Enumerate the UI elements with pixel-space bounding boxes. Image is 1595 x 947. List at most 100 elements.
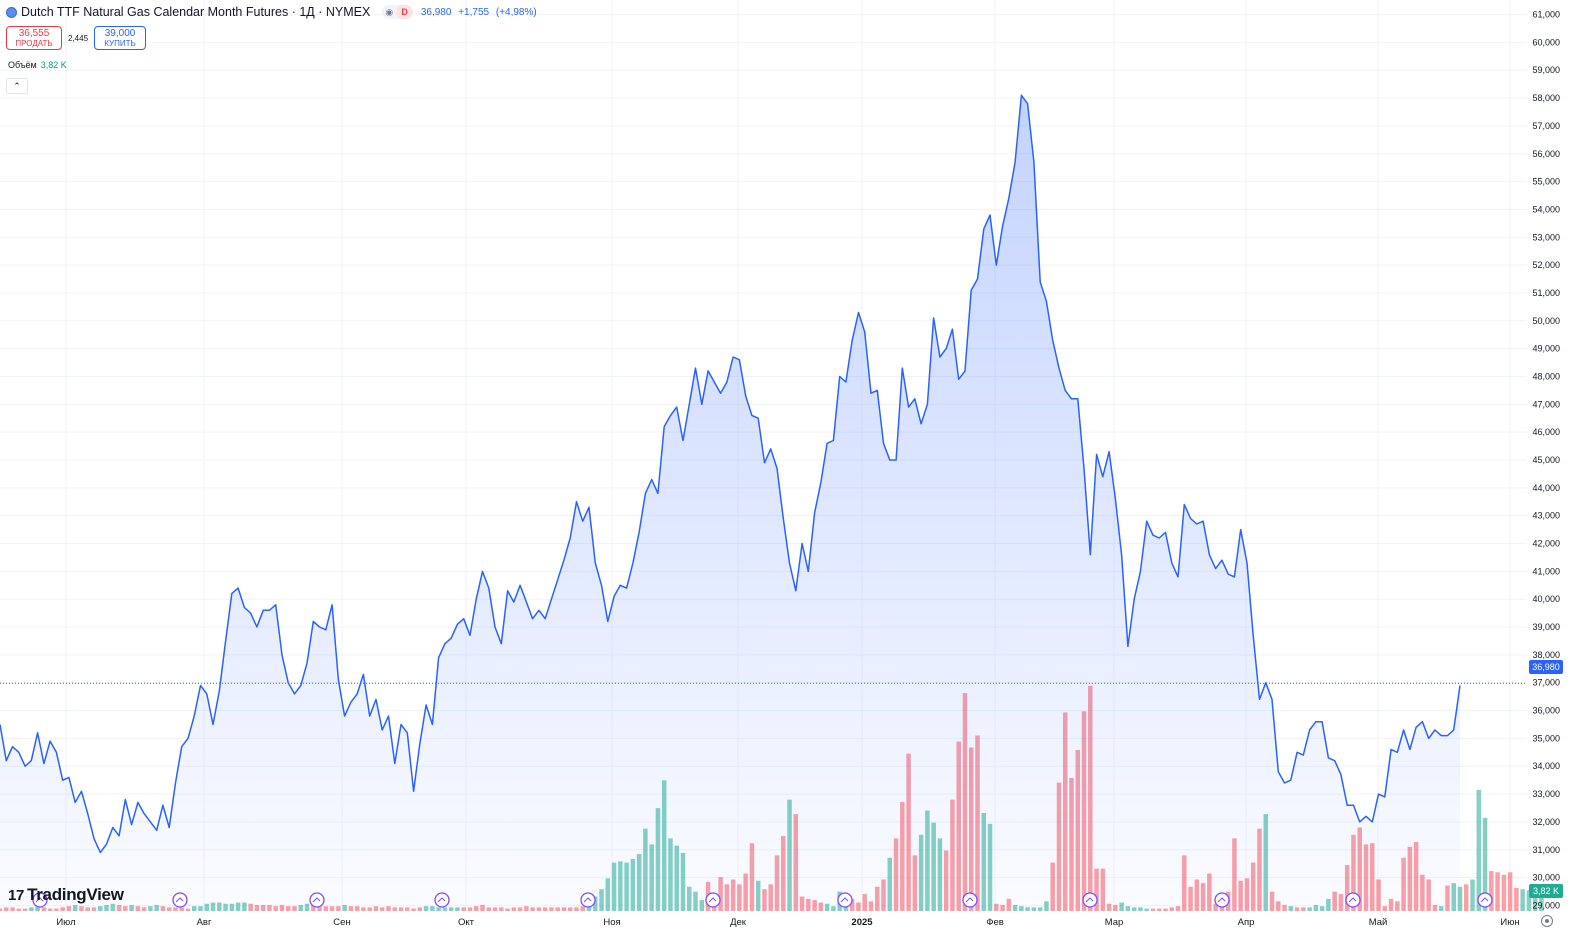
event-markers (32, 892, 1493, 908)
event-marker-icon (1214, 892, 1230, 908)
trade-panel: 36,555 ПРОДАТЬ 2,445 39,000 КУПИТЬ (6, 26, 147, 50)
time-axis: Июл Авг Сен Окт Ноя Дек 2025 Фев Мар Апр Май Июн (56, 917, 1519, 928)
y-tick-label: 59,000 (1532, 65, 1560, 75)
y-tick-label: 38,000 (1532, 650, 1560, 660)
y-tick-label: 39,000 (1532, 622, 1560, 632)
event-marker-icon (837, 892, 853, 908)
symbol-legend: Dutch TTF Natural Gas Calendar Month Fut… (6, 5, 541, 19)
event-marker-icon (309, 892, 325, 908)
y-tick-label: 40,000 (1532, 594, 1560, 604)
event-marker-icon (705, 892, 721, 908)
sell-button[interactable]: 36,555 ПРОДАТЬ (6, 26, 62, 50)
event-marker-icon (1477, 892, 1493, 908)
event-arrow-icon (35, 897, 44, 903)
volume-bar (1464, 884, 1469, 911)
price-line (0, 94, 1461, 854)
settings-icon[interactable] (1541, 915, 1553, 927)
tradingview-logo-text: TradingView (27, 885, 124, 904)
y-tick-label: 61,000 (1532, 10, 1560, 20)
event-arrow-icon (1217, 897, 1226, 903)
eye-icon[interactable]: ◉ (385, 6, 394, 17)
x-tick-label: Май (1369, 917, 1388, 928)
symbol-logo-icon (6, 6, 17, 18)
y-tick-label: 42,000 (1532, 539, 1560, 549)
y-tick-label: 29,000 (1532, 900, 1560, 910)
event-marker-icon (434, 892, 450, 908)
event-arrow-icon (175, 897, 184, 903)
event-marker-icon (962, 892, 978, 908)
volume-legend[interactable]: Объём 3,82 K (8, 60, 67, 70)
event-marker-icon (1345, 892, 1361, 908)
y-tick-label: 43,000 (1532, 511, 1560, 521)
event-arrow-icon (312, 897, 321, 903)
x-tick-label: Авг (197, 917, 212, 928)
legend-controls: ◉ D (382, 5, 413, 19)
symbol-title[interactable]: Dutch TTF Natural Gas Calendar Month Fut… (21, 5, 371, 19)
event-arrow-icon (583, 897, 592, 903)
sell-label: ПРОДАТЬ (15, 39, 53, 48)
event-arrow-icon (437, 897, 446, 903)
x-tick-label: Июл (56, 917, 75, 928)
buy-label: КУПИТЬ (104, 39, 136, 48)
volume-bar (1476, 789, 1482, 911)
event-marker-icon (172, 892, 188, 908)
y-tick-label: 45,000 (1532, 455, 1560, 465)
event-marker-icon (580, 892, 596, 908)
event-arrow-icon (840, 897, 849, 903)
volume-bar (1514, 888, 1519, 911)
y-tick-label: 48,000 (1532, 371, 1560, 381)
event-arrow-icon (1085, 897, 1094, 903)
y-tick-label: 34,000 (1532, 761, 1560, 771)
y-tick-label: 47,000 (1532, 399, 1560, 409)
event-arrow-icon (708, 897, 717, 903)
tradingview-logo[interactable]: 17 TradingView (8, 885, 124, 905)
x-tick-label: Мар (1105, 917, 1124, 928)
volume-bar (1526, 890, 1532, 911)
y-tick-label: 41,000 (1532, 566, 1560, 576)
event-arrow-icon (1348, 897, 1357, 903)
y-tick-label: 46,000 (1532, 427, 1560, 437)
buy-price: 39,000 (104, 28, 136, 39)
y-tick-label: 44,000 (1532, 483, 1560, 493)
y-tick-label: 54,000 (1532, 204, 1560, 214)
y-tick-label: 53,000 (1532, 232, 1560, 242)
last-price-badge: 36,980 (1529, 660, 1563, 674)
y-tick-label: 55,000 (1532, 177, 1560, 187)
tradingview-logo-mark: 17 (8, 886, 25, 904)
volume-bar (1495, 872, 1500, 911)
y-tick-label: 50,000 (1532, 316, 1560, 326)
x-tick-label: Ноя (603, 917, 620, 928)
volume-badge: 3,82 K (1529, 884, 1563, 898)
y-tick-label: 33,000 (1532, 789, 1560, 799)
y-tick-label: 51,000 (1532, 288, 1560, 298)
volume-bar (1507, 872, 1513, 911)
volume-bar (1501, 874, 1507, 911)
sell-price: 36,555 (18, 28, 50, 39)
price-area-fill (0, 95, 1460, 912)
interval-badge[interactable]: D (396, 5, 413, 19)
y-tick-label: 56,000 (1532, 149, 1560, 159)
volume-label: Объём (8, 60, 37, 70)
y-tick-label: 57,000 (1532, 121, 1560, 131)
x-tick-label: Окт (458, 917, 475, 928)
x-tick-label: 2025 (851, 917, 873, 928)
chevron-up-icon[interactable]: ⌃ (6, 78, 28, 94)
buy-button[interactable]: 39,000 КУПИТЬ (94, 26, 147, 50)
volume-bar (1489, 871, 1494, 911)
price-change: +1,755 (458, 6, 490, 18)
x-tick-label: Апр (1238, 917, 1255, 928)
x-tick-label: Сен (333, 917, 350, 928)
x-tick-label: Июн (1500, 917, 1519, 928)
x-tick-label: Дек (730, 917, 747, 928)
price-axis: 29,000 30,000 31,000 32,000 33,000 34,000 35,0… (1532, 10, 1560, 911)
volume-bar (1539, 890, 1544, 911)
volume-bar (1482, 817, 1488, 911)
y-tick-label: 31,000 (1532, 845, 1560, 855)
last-price: 36,980 (420, 6, 452, 18)
quote-values: 36,980 +1,755 (+4,98%) (421, 7, 541, 18)
event-marker-icon (1082, 892, 1098, 908)
y-tick-label: 52,000 (1532, 260, 1560, 270)
y-tick-label: 30,000 (1532, 873, 1560, 883)
y-tick-label: 58,000 (1532, 93, 1560, 103)
